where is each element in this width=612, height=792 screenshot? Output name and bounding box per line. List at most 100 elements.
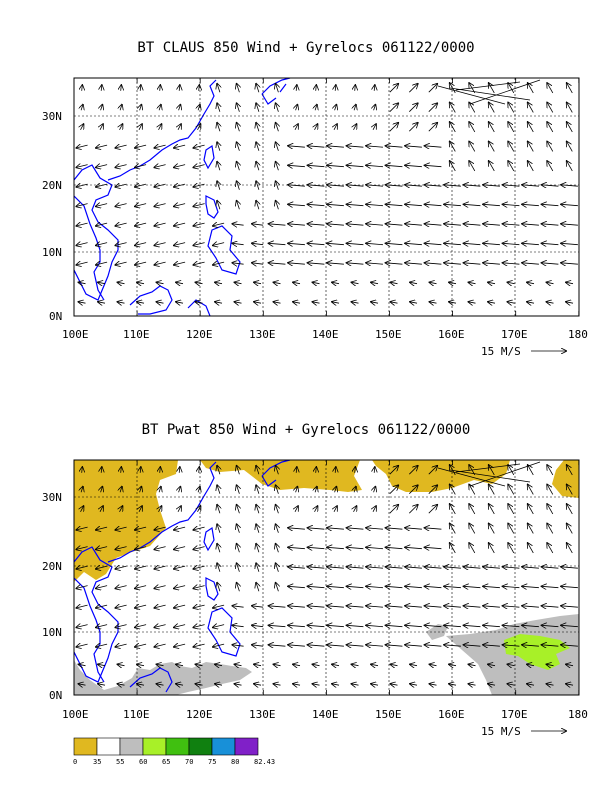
wind-vector bbox=[276, 544, 279, 553]
wind-vector bbox=[410, 684, 418, 685]
wind-vector bbox=[237, 142, 240, 151]
wind-vector bbox=[157, 282, 164, 283]
wind-vector bbox=[81, 487, 83, 493]
wind-vector bbox=[503, 625, 520, 626]
wind-vector bbox=[386, 146, 403, 147]
wind-vector bbox=[542, 586, 559, 587]
wind-vector bbox=[269, 625, 286, 626]
wind-vector bbox=[444, 263, 461, 264]
wind-vector bbox=[256, 142, 259, 151]
wind-vector bbox=[288, 224, 305, 225]
wind-vector bbox=[115, 605, 127, 608]
wind-vector bbox=[489, 142, 495, 152]
wind-vector bbox=[425, 586, 442, 587]
wind-vector bbox=[276, 84, 279, 93]
wind-vector bbox=[96, 527, 108, 530]
wind-vector bbox=[354, 105, 356, 111]
wind-vector bbox=[237, 583, 240, 592]
wind-vector bbox=[178, 124, 181, 130]
wind-vector bbox=[409, 103, 417, 112]
wind-vector bbox=[115, 586, 127, 589]
lon-label-150E: 150E bbox=[375, 708, 402, 721]
wind-vector bbox=[274, 302, 281, 303]
wind-vector bbox=[444, 243, 461, 244]
wind-vector bbox=[366, 528, 383, 529]
wind-vector bbox=[450, 103, 456, 113]
wind-vector bbox=[566, 302, 574, 303]
wind-vector bbox=[296, 85, 297, 91]
wind-vector bbox=[547, 282, 554, 283]
wind-vector bbox=[288, 625, 305, 626]
wind-vector bbox=[213, 262, 225, 265]
wind-vector bbox=[528, 465, 534, 476]
wind-vector bbox=[140, 467, 141, 473]
wind-vector bbox=[118, 664, 125, 665]
wind-vector bbox=[235, 684, 242, 685]
colorbar-label: 80 bbox=[231, 758, 239, 766]
colorbar-label: 82.43 bbox=[254, 758, 275, 766]
wind-vector bbox=[483, 243, 500, 244]
wind-vector bbox=[366, 567, 383, 568]
wind-vector bbox=[332, 302, 340, 303]
wind-vector bbox=[237, 201, 240, 210]
wind-vector bbox=[174, 262, 186, 265]
wind-vector bbox=[252, 625, 264, 626]
wind-vector bbox=[213, 625, 225, 628]
wind-vector bbox=[232, 263, 244, 264]
wind-vector bbox=[174, 243, 186, 246]
wind-vector bbox=[405, 263, 422, 264]
wind-vector bbox=[235, 302, 242, 303]
wind-vector bbox=[405, 645, 422, 646]
wind-vector bbox=[327, 146, 344, 147]
wind-vector bbox=[430, 664, 437, 665]
wind-vector bbox=[449, 684, 457, 685]
wind-vector bbox=[409, 466, 417, 475]
wind-vector bbox=[157, 302, 164, 303]
colorbar-swatch bbox=[119, 737, 144, 756]
wind-vector bbox=[352, 664, 359, 665]
wind-vector bbox=[469, 524, 476, 534]
wind-vector bbox=[176, 282, 184, 283]
wind-vector bbox=[313, 282, 320, 283]
wind-vector bbox=[503, 567, 520, 568]
wind-vector bbox=[567, 543, 573, 554]
wind-vector bbox=[567, 465, 573, 476]
wind-vector bbox=[217, 524, 220, 533]
wind-vector bbox=[335, 105, 337, 111]
wind-vector bbox=[154, 165, 166, 168]
wind-vector bbox=[217, 103, 220, 112]
wind-vector bbox=[179, 85, 180, 91]
wind-vector bbox=[528, 161, 534, 172]
wind-vector bbox=[115, 625, 127, 628]
gyre-track-line bbox=[437, 467, 506, 487]
wind-vector bbox=[347, 204, 364, 205]
wind-vector bbox=[179, 467, 180, 473]
wind-vector bbox=[217, 505, 220, 514]
wind-vector bbox=[327, 224, 344, 225]
wind-vector bbox=[256, 563, 259, 572]
wind-vector bbox=[347, 547, 364, 548]
wind-vector bbox=[179, 487, 181, 493]
wind-vector bbox=[503, 645, 520, 646]
wind-vector bbox=[237, 84, 240, 93]
wind-vector bbox=[288, 528, 305, 529]
wind-vector bbox=[366, 146, 383, 147]
wind-vector bbox=[528, 485, 534, 495]
wind-vector bbox=[561, 204, 578, 205]
wind-vector bbox=[366, 224, 383, 225]
wind-vector bbox=[81, 124, 84, 130]
wind-vector bbox=[159, 487, 161, 493]
wind-vector bbox=[256, 181, 259, 190]
wind-vector bbox=[215, 302, 223, 303]
wind-vector bbox=[135, 566, 147, 569]
wind-vector bbox=[488, 302, 496, 303]
wind-vector bbox=[522, 243, 539, 244]
wind-vector bbox=[547, 103, 554, 113]
wind-vector bbox=[374, 467, 375, 473]
wind-vector bbox=[527, 282, 535, 283]
wind-vector bbox=[405, 243, 422, 244]
wind-vector bbox=[308, 146, 325, 147]
wind-vector bbox=[217, 84, 220, 93]
wind-vector bbox=[308, 204, 325, 205]
wind-vector bbox=[237, 524, 240, 533]
